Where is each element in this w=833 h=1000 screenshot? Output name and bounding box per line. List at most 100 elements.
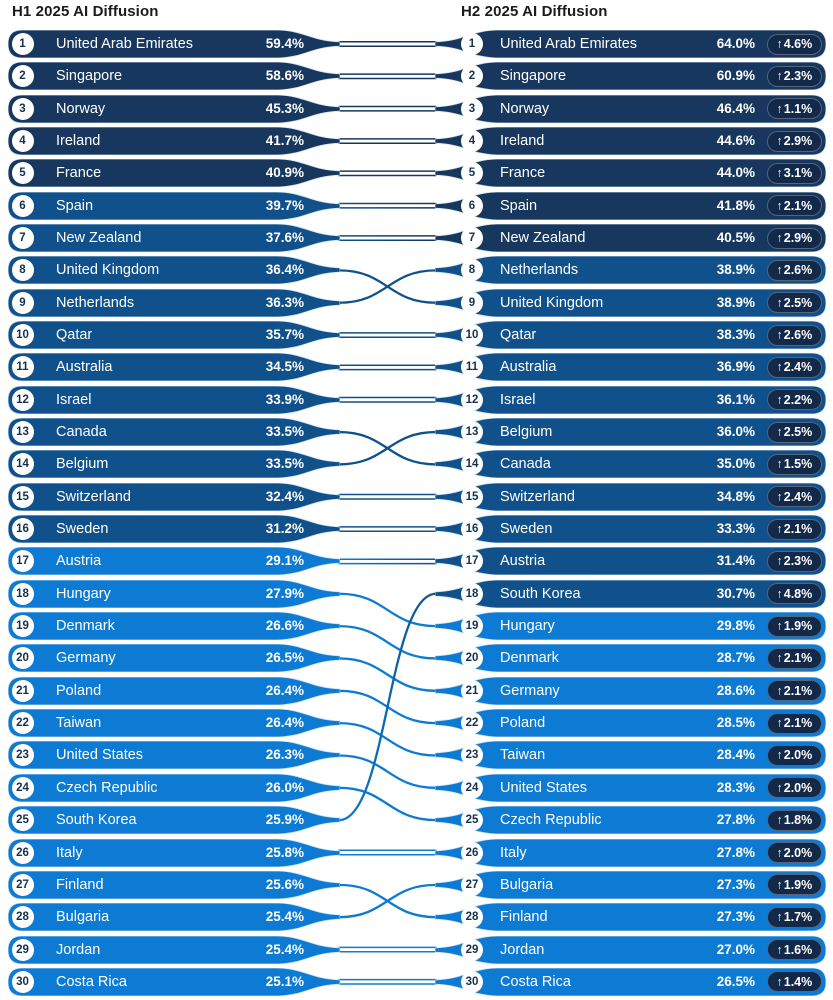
- country-label: France: [500, 165, 546, 182]
- up-arrow-icon: ↑: [776, 295, 783, 310]
- pill-shape: [8, 94, 340, 123]
- h1-row-netherlands: 9 Netherlands 36.3%: [8, 288, 340, 317]
- rank-circle: 26: [11, 841, 34, 864]
- country-label: Taiwan: [500, 747, 546, 764]
- up-arrow-icon: ↑: [776, 327, 783, 342]
- delta-label: 2.9%: [783, 231, 813, 246]
- value-label: 41.7%: [265, 133, 304, 149]
- delta-badge: ↑ 2.0%: [767, 744, 822, 766]
- h2-row-czech-republic: 25 Czech Republic 27.8% ↑ 1.8%: [435, 806, 826, 835]
- value-label: 31.2%: [265, 521, 304, 537]
- value-label: 27.9%: [265, 585, 304, 601]
- up-arrow-icon: ↑: [776, 262, 783, 277]
- h1-row-denmark: 19 Denmark 26.6%: [8, 612, 340, 641]
- h1-row-italy: 26 Italy 25.8%: [8, 838, 340, 867]
- delta-badge: ↑ 2.3%: [767, 65, 822, 87]
- country-label: United Arab Emirates: [500, 36, 638, 52]
- value-label: 31.4%: [716, 553, 755, 569]
- rank-circle: 29: [461, 938, 483, 961]
- up-arrow-icon: ↑: [776, 489, 783, 504]
- country-label: Canada: [500, 456, 551, 473]
- pill-shape: [8, 482, 340, 511]
- up-arrow-icon: ↑: [776, 101, 783, 116]
- country-label: United Kingdom: [500, 294, 604, 311]
- country-label: Denmark: [56, 618, 115, 635]
- delta-badge: ↑ 2.0%: [767, 777, 822, 799]
- h2-row-sweden: 16 Sweden 33.3% ↑ 2.1%: [435, 515, 826, 544]
- value-label: 44.6%: [716, 133, 755, 149]
- h2-row-poland: 22 Poland 28.5% ↑ 2.1%: [435, 709, 826, 738]
- country-label: Australia: [500, 359, 557, 376]
- value-label: 59.4%: [265, 36, 304, 51]
- rank-circle: 23: [461, 744, 483, 767]
- delta-badge: ↑ 2.9%: [767, 130, 822, 152]
- rank-change-connector: [337, 592, 438, 628]
- country-label: Ireland: [500, 133, 545, 150]
- h1-row-austria: 17 Austria 29.1%: [8, 547, 340, 576]
- delta-label: 2.5%: [783, 295, 813, 310]
- value-label: 38.3%: [716, 327, 755, 343]
- value-label: 26.5%: [716, 973, 755, 989]
- delta-badge: ↑ 4.6%: [767, 33, 822, 55]
- pill-shape: [8, 418, 340, 447]
- rank-circle: 8: [11, 259, 34, 282]
- value-label: 44.0%: [716, 165, 755, 181]
- rank-circle: 20: [461, 647, 483, 670]
- rank-change-connector: [337, 592, 438, 822]
- country-label: Hungary: [500, 618, 555, 635]
- rank-circle: 19: [461, 615, 483, 638]
- rank-circle: 21: [461, 679, 483, 702]
- value-label: 36.1%: [716, 391, 755, 407]
- pill-shape: [8, 709, 340, 738]
- delta-badge: ↑ 2.6%: [767, 324, 822, 346]
- value-label: 34.5%: [265, 359, 304, 375]
- h1-row-switzerland: 15 Switzerland 32.4%: [8, 482, 340, 511]
- value-label: 28.5%: [716, 715, 755, 731]
- rank-circle: 14: [11, 453, 34, 476]
- country-label: Germany: [500, 682, 560, 699]
- rank-circle: 20: [11, 647, 34, 670]
- h1-column-title: H1 2025 AI Diffusion: [12, 3, 159, 20]
- delta-label: 1.9%: [783, 877, 813, 892]
- up-arrow-icon: ↑: [776, 36, 783, 51]
- h2-row-singapore: 2 Singapore 60.9% ↑ 2.3%: [435, 62, 826, 91]
- up-arrow-icon: ↑: [776, 521, 783, 536]
- value-label: 27.8%: [716, 844, 755, 860]
- h2-row-italy: 26 Italy 27.8% ↑ 2.0%: [435, 838, 826, 867]
- h2-row-jordan: 29 Jordan 27.0% ↑ 1.6%: [435, 935, 826, 964]
- country-label: Switzerland: [500, 488, 575, 505]
- h2-row-france: 5 France 44.0% ↑ 3.1%: [435, 159, 826, 188]
- pill-shape: [8, 741, 340, 770]
- country-label: Czech Republic: [500, 812, 602, 829]
- delta-label: 2.1%: [783, 651, 813, 666]
- h2-row-ireland: 4 Ireland 44.6% ↑ 2.9%: [435, 127, 826, 156]
- rank-circle: 22: [11, 712, 34, 735]
- value-label: 36.3%: [265, 294, 304, 310]
- country-label: France: [56, 165, 102, 182]
- country-label: Netherlands: [500, 262, 579, 279]
- country-label: Jordan: [500, 941, 545, 958]
- h2-row-qatar: 10 Qatar 38.3% ↑ 2.6%: [435, 321, 826, 350]
- delta-badge: ↑ 1.5%: [767, 453, 822, 475]
- value-label: 27.8%: [716, 812, 755, 828]
- rank-circle: 10: [11, 324, 34, 347]
- value-label: 26.4%: [265, 715, 304, 731]
- h2-row-taiwan: 23 Taiwan 28.4% ↑ 2.0%: [435, 741, 826, 770]
- country-label: United States: [500, 779, 588, 796]
- rank-circle: 26: [461, 841, 483, 864]
- pill-shape: [8, 159, 340, 188]
- country-label: Taiwan: [56, 715, 102, 732]
- delta-label: 4.8%: [783, 586, 813, 601]
- value-label: 27.3%: [716, 876, 755, 892]
- rank-circle: 6: [11, 194, 34, 217]
- rank-circle: 16: [461, 518, 483, 541]
- rank-circle: 24: [11, 776, 34, 799]
- rank-circle: 8: [461, 259, 483, 282]
- delta-label: 2.3%: [783, 69, 813, 84]
- rank-change-connector: [337, 430, 438, 466]
- rank-circle: 25: [461, 809, 483, 832]
- value-label: 26.6%: [265, 618, 304, 634]
- pill-shape: [8, 256, 340, 285]
- pill-shape: [8, 515, 340, 544]
- rank-circle: 29: [11, 938, 34, 961]
